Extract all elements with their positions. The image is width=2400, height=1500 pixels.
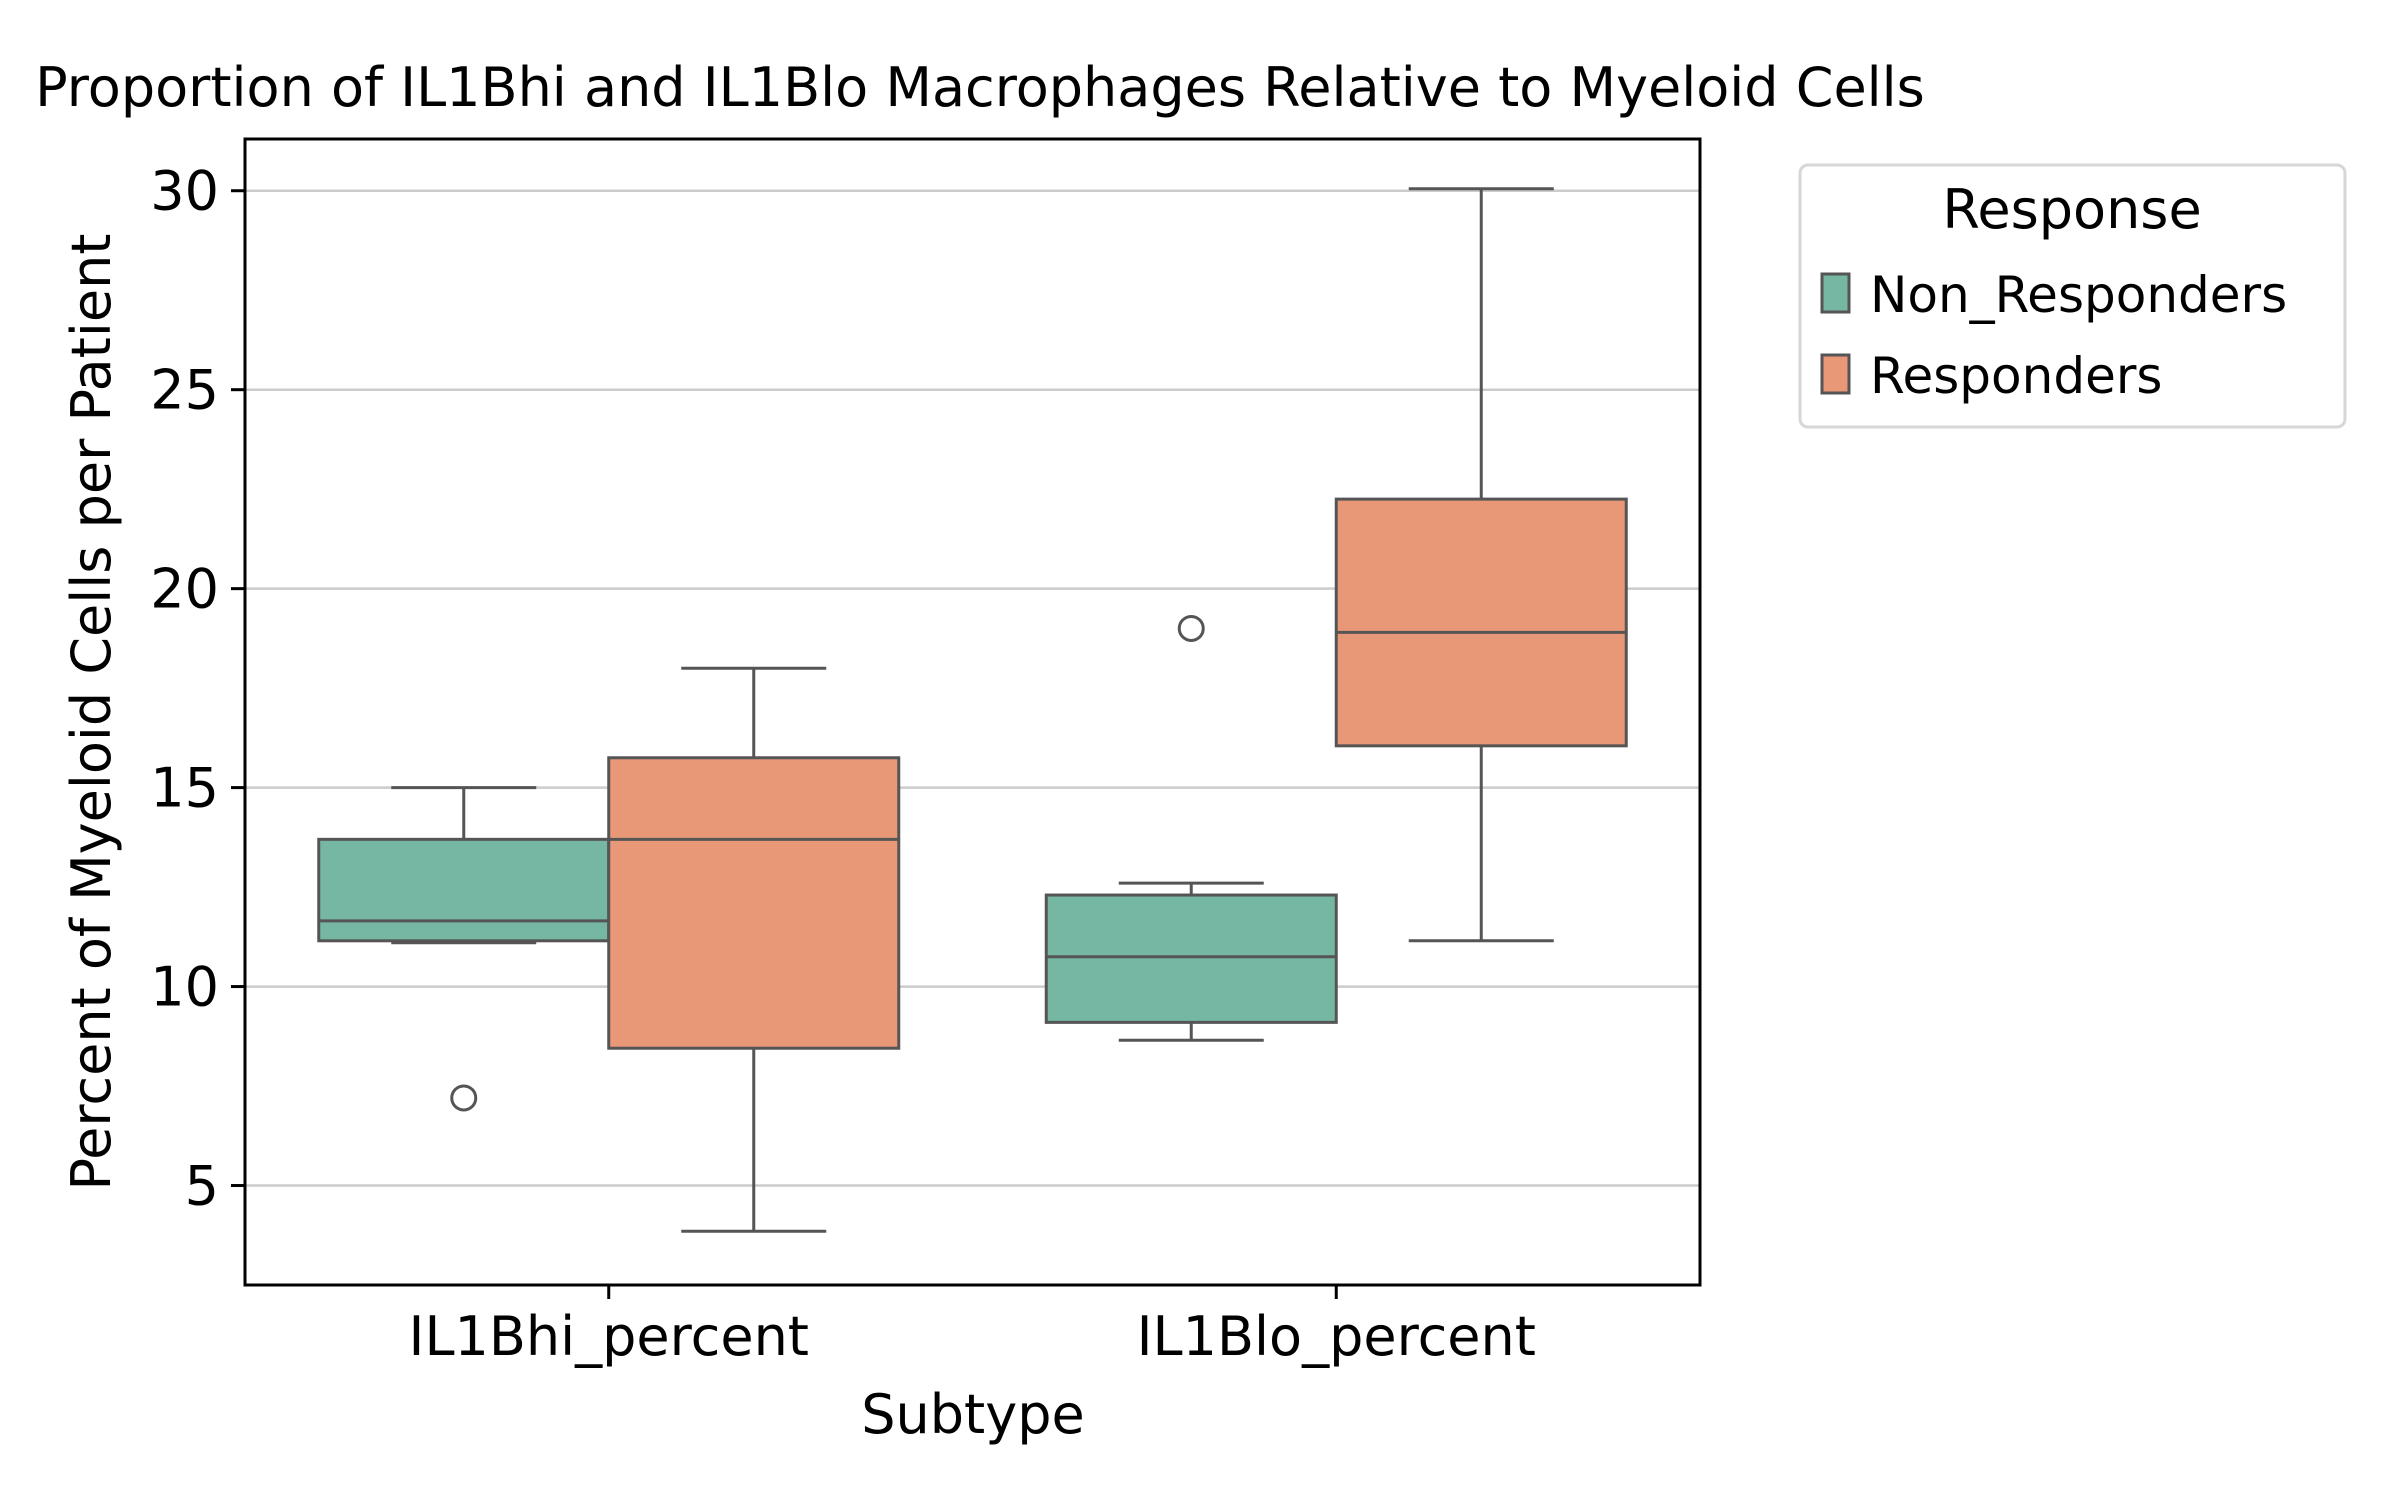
iqr-box bbox=[1334, 497, 1628, 748]
legend-label: Non_Responders bbox=[1870, 266, 2287, 324]
chart-title: Proportion of IL1Bhi and IL1Blo Macropha… bbox=[35, 56, 1925, 119]
y-tick-label: 10 bbox=[150, 956, 219, 1019]
iqr-box bbox=[607, 756, 901, 1050]
y-tick-label: 5 bbox=[185, 1155, 219, 1218]
legend-title: Response bbox=[1942, 178, 2201, 241]
y-axis-label: Percent of Myeloid Cells per Patient bbox=[60, 234, 123, 1191]
outlier-point bbox=[450, 1084, 478, 1112]
outlier-point bbox=[1177, 614, 1205, 642]
x-tick-label: IL1Blo_percent bbox=[1137, 1305, 1536, 1368]
box-non-responders-il1bhi-percent bbox=[317, 786, 611, 1112]
boxes-layer bbox=[317, 187, 1628, 1233]
legend: Response Non_Responders Responders bbox=[1798, 163, 2347, 429]
x-tick-label: IL1Bhi_percent bbox=[409, 1305, 809, 1368]
y-tick-label: 30 bbox=[150, 160, 219, 223]
iqr-box bbox=[317, 837, 611, 943]
y-tick-label: 25 bbox=[150, 359, 219, 422]
box-non-responders-il1blo-percent bbox=[1044, 614, 1338, 1042]
legend-frame bbox=[1798, 163, 2347, 429]
box-responders-il1bhi-percent bbox=[607, 666, 901, 1233]
legend-label: Responders bbox=[1870, 347, 2162, 405]
y-axis: 5 10 15 20 25 30 bbox=[150, 160, 245, 1218]
x-axis: IL1Bhi_percent IL1Blo_percent bbox=[409, 1285, 1536, 1368]
y-tick-label: 20 bbox=[150, 558, 219, 621]
y-tick-label: 15 bbox=[150, 757, 219, 820]
legend-swatch bbox=[1820, 272, 1851, 314]
box-responders-il1blo-percent bbox=[1334, 187, 1628, 943]
legend-items: Non_Responders Responders bbox=[1820, 266, 2287, 405]
plot-frame bbox=[243, 137, 1702, 1287]
iqr-box bbox=[1044, 893, 1338, 1024]
legend-swatch bbox=[1820, 353, 1851, 395]
x-axis-label: Subtype bbox=[861, 1383, 1084, 1446]
